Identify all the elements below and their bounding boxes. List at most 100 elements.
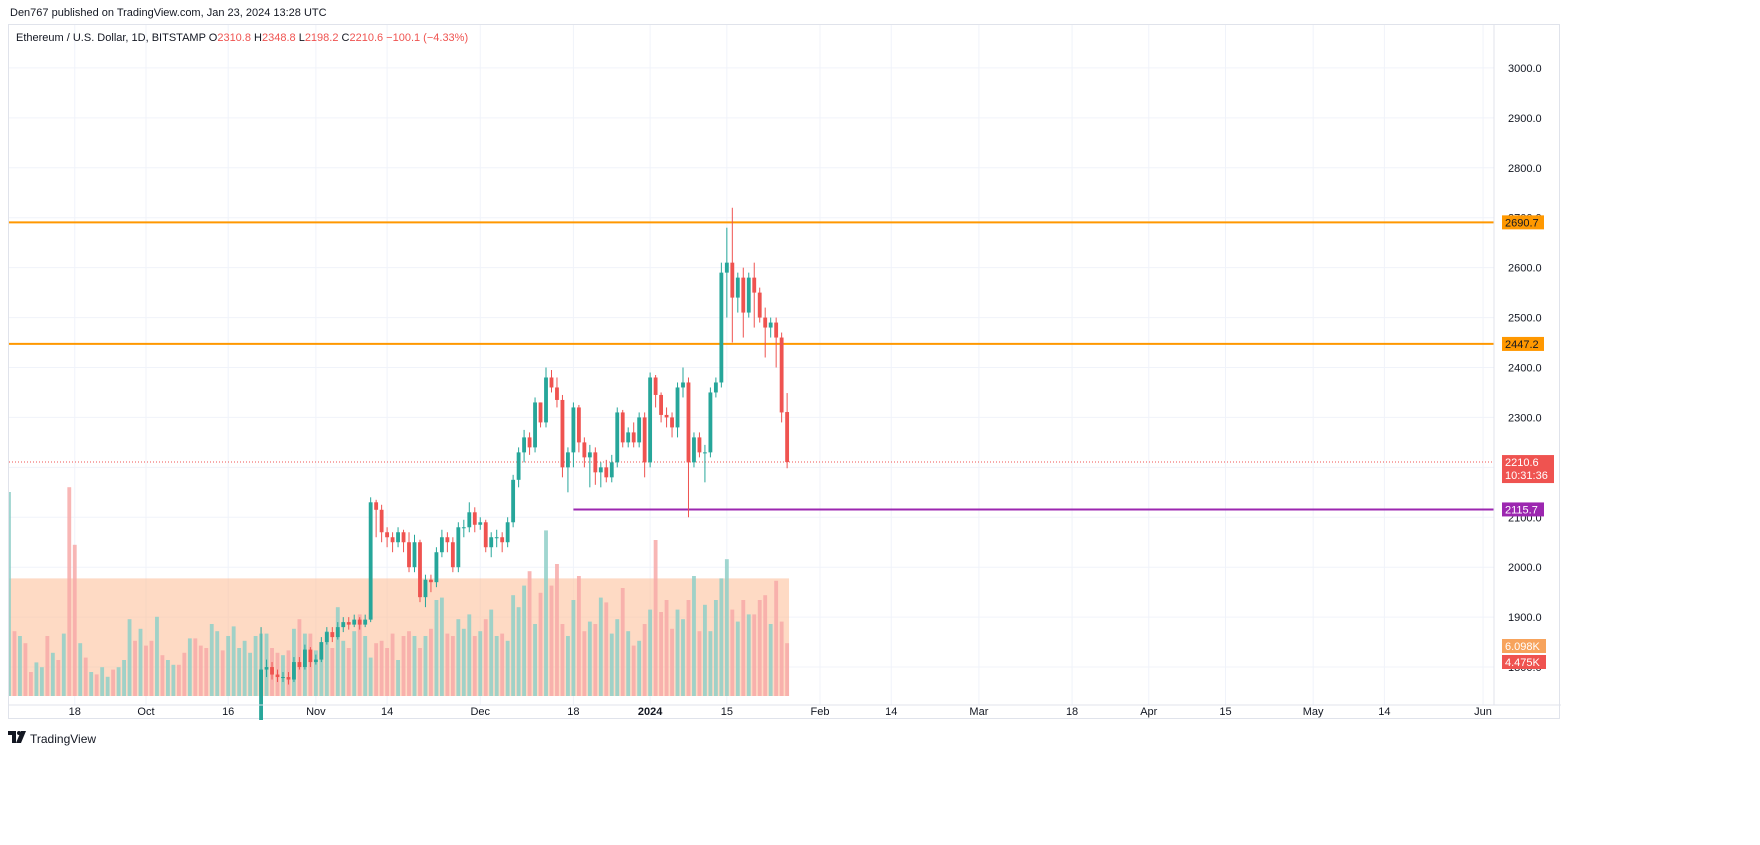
volume-bar — [23, 643, 28, 696]
volume-bar — [34, 662, 39, 696]
volume-bar — [445, 633, 450, 696]
chart-panel[interactable]: 3000.02900.02800.02700.02600.02500.02400… — [8, 24, 1561, 720]
countdown-label: 10:31:36 — [1505, 470, 1548, 482]
candle-body — [642, 417, 647, 463]
candle-body — [615, 412, 620, 463]
price-tick-label: 2900.0 — [1508, 113, 1542, 125]
candle-body — [483, 522, 488, 548]
candle-body — [275, 674, 280, 678]
candle-body — [768, 322, 773, 328]
candle-body — [549, 377, 554, 388]
volume-bar — [248, 652, 253, 696]
candle-body — [620, 412, 625, 443]
volume-bar — [390, 633, 395, 696]
candle-body — [708, 392, 713, 453]
candle-body — [560, 399, 565, 468]
volume-bar — [576, 576, 581, 696]
candle-body — [302, 649, 307, 668]
candle-body — [270, 667, 274, 675]
candle-body — [319, 642, 324, 660]
candle-body — [631, 432, 636, 443]
volume-bar — [467, 614, 472, 696]
footer-brand[interactable]: TradingView — [8, 731, 96, 746]
candle-body — [292, 662, 296, 680]
volume-bar — [324, 631, 329, 696]
time-tick-label: 15 — [721, 706, 733, 718]
candle-body — [379, 509, 384, 533]
open-value: 2310.8 — [217, 32, 254, 44]
volume-bar — [231, 626, 236, 696]
last-price-label: 2210.6 — [1505, 457, 1539, 469]
volume-bar — [653, 540, 658, 696]
volume-bar — [50, 652, 55, 696]
volume-bar — [18, 636, 22, 696]
candle-body — [741, 277, 746, 313]
volume-bar — [319, 650, 324, 696]
volume-bar — [516, 607, 521, 696]
volume-bar — [631, 645, 636, 696]
volume-bar — [544, 530, 548, 696]
volume-bar — [598, 597, 603, 696]
candle-body — [659, 394, 664, 415]
volume-bar — [604, 602, 609, 696]
symbol-legend-text: Ethereum / U.S. Dollar, 1D, BITSTAMP O23… — [16, 32, 468, 44]
candle-body — [555, 387, 559, 400]
volume-bar — [374, 643, 379, 696]
volume-bar — [774, 580, 779, 696]
volume-bar — [401, 636, 406, 696]
volume-bar — [450, 636, 455, 696]
volume-bar — [560, 624, 565, 696]
time-tick-label: 14 — [1378, 706, 1390, 718]
volume-bar — [122, 660, 126, 696]
close-label: C — [342, 32, 350, 44]
volume-bar — [637, 640, 642, 696]
time-tick-label: Jun — [1474, 706, 1492, 718]
candle-body — [341, 622, 346, 628]
price-tick-label: 1900.0 — [1508, 612, 1542, 624]
candle-body — [664, 414, 669, 418]
candle-body — [297, 662, 302, 668]
candle-body — [626, 432, 631, 443]
volume-bar — [686, 600, 691, 696]
candle-body — [576, 407, 581, 443]
price-tick-label: 2400.0 — [1508, 362, 1542, 374]
candle-body — [286, 677, 291, 680]
symbol-name: Ethereum / U.S. Dollar, 1D, BITSTAMP — [16, 32, 209, 44]
volume-bar — [648, 609, 653, 696]
last-price-badge — [1502, 455, 1554, 484]
candle-body — [544, 377, 548, 423]
low-label: L — [299, 32, 305, 44]
volume-bar — [461, 628, 466, 696]
volume-bar — [582, 631, 587, 696]
candle-body — [533, 402, 537, 448]
candle-body — [385, 532, 390, 538]
candle-body — [407, 542, 411, 568]
volume-bar — [215, 631, 220, 696]
volume-bar — [9, 492, 11, 696]
volume-bar — [407, 631, 411, 696]
candle-body — [719, 272, 724, 383]
volume-bar — [642, 624, 647, 696]
volume-bar — [176, 664, 181, 696]
candle-body — [439, 537, 444, 553]
candle-body — [324, 632, 329, 643]
candle-body — [609, 462, 614, 478]
volume-bar — [155, 616, 159, 696]
candle-body — [396, 532, 400, 543]
volume-bar — [209, 624, 214, 696]
candle-body — [489, 537, 494, 548]
candle-body — [352, 619, 357, 625]
volume-bar — [12, 631, 17, 696]
volume-bar — [242, 640, 247, 696]
candle-body — [390, 537, 395, 543]
volume-bar — [527, 571, 532, 696]
candle-body — [264, 667, 269, 670]
volume-bar — [763, 595, 768, 696]
price-levels — [9, 221, 1494, 511]
volume-bar — [94, 674, 99, 696]
volume-bar — [78, 643, 83, 696]
candle-body — [724, 262, 729, 273]
candle-body — [418, 542, 422, 598]
price-chart[interactable]: 3000.02900.02800.02700.02600.02500.02400… — [9, 25, 1561, 720]
candle-body — [445, 537, 450, 543]
